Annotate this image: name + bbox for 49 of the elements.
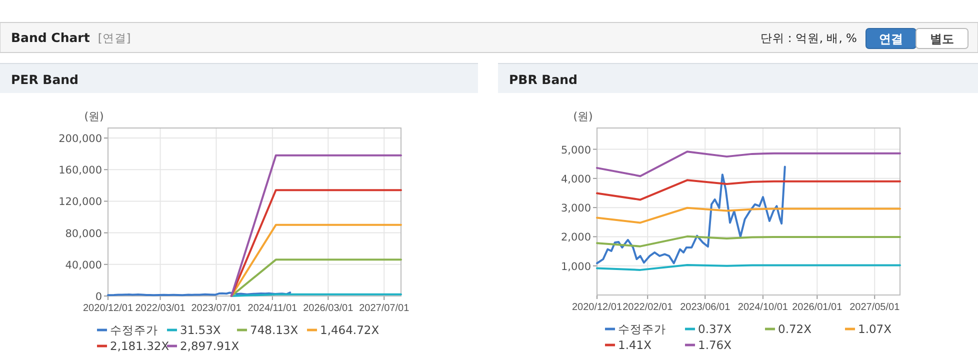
y-tick-label: 1,000 [560,260,591,273]
legend-label: 0.37X [698,322,732,336]
x-tick-label: 2024/10/01 [738,302,788,313]
line-series [596,235,901,248]
legend-label: 31.53X [180,323,221,337]
x-tick-label: 2020/12/01 [82,303,134,314]
text: [연결] [98,31,131,45]
line-series [596,179,901,201]
x-tick-label: 2022/03/01 [135,303,186,314]
legend-label: 수정주가 [110,323,158,337]
text: 단위 : 억원, 배, % [760,31,858,45]
y-tick-label: 40,000 [65,259,102,272]
y-axis-title: (원) [573,110,593,123]
y-axis-title: (원) [84,110,104,123]
legend-label: 1.76X [698,338,732,352]
x-tick-label: 2022/02/01 [622,302,674,313]
legend-label: 2,897.91X [180,339,240,353]
x-tick-label: 2024/11/01 [248,303,298,314]
y-tick-label: 3,000 [560,202,591,215]
legend-label: 0.72X [778,322,812,336]
text: 별도 [930,32,954,46]
x-tick-label: 2023/07/01 [191,303,242,314]
x-tick-label: 2026/01/01 [792,302,843,313]
y-tick-label: 200,000 [58,133,102,146]
y-tick-label: 2,000 [560,232,591,244]
legend-label: 1,464.72X [320,323,380,337]
line-series [596,150,901,178]
text: Band Chart [11,30,90,45]
y-tick-label: 0 [95,291,102,303]
line-series [596,166,786,264]
legend-label: 1.41X [618,338,652,352]
legend-label: 수정주가 [618,322,666,336]
x-tick-label: 2023/06/01 [680,302,731,313]
y-tick-label: 80,000 [65,228,102,240]
y-tick-label: 120,000 [58,196,102,208]
chart-title: PBR Band [509,72,578,87]
x-tick-label: 2027/05/01 [850,302,900,313]
text: 연결 [879,32,903,46]
line-series [596,206,901,224]
legend-label: 1.07X [858,322,892,336]
legend-label: 748.13X [250,323,298,337]
y-tick-label: 5,000 [560,144,591,156]
legend-label: 2,181.32X [110,339,170,353]
x-tick-label: 2027/07/01 [359,303,410,314]
y-tick-label: 160,000 [58,164,102,177]
x-tick-label: 2020/12/01 [572,302,622,313]
x-tick-label: 2026/03/01 [303,303,354,314]
y-tick-label: 4,000 [560,173,591,186]
chart-title: PER Band [11,72,78,87]
